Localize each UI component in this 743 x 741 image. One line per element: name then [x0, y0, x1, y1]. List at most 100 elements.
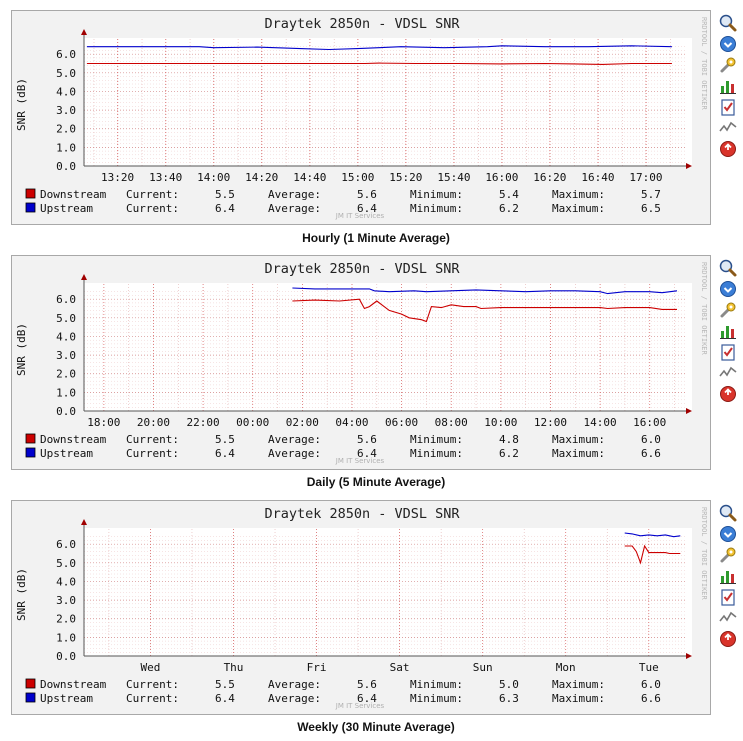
rrdtool-credit: RRDTOOL / TOBI OETIKER	[700, 262, 708, 356]
info-icon[interactable]	[718, 279, 738, 299]
legend-average-label: Average:	[268, 188, 321, 201]
series-line-upstream	[624, 532, 681, 538]
zoom-icon[interactable]	[718, 503, 738, 523]
legend-average-value: 6.4	[357, 447, 377, 460]
legend-minimum-label: Minimum:	[410, 433, 463, 446]
legend-current-value: 6.4	[215, 692, 235, 705]
legend-average-value: 5.6	[357, 188, 377, 201]
close-icon[interactable]	[718, 384, 738, 404]
legend-minimum-label: Minimum:	[410, 188, 463, 201]
legend-average-value: 5.6	[357, 678, 377, 691]
legend-current-value: 6.4	[215, 447, 235, 460]
y-tick-label: 2.0	[56, 613, 76, 626]
legend-maximum-value: 5.7	[641, 188, 661, 201]
y-tick-label: 1.0	[56, 386, 76, 399]
settings-icon[interactable]	[718, 545, 738, 565]
rrdtool-credit: RRDTOOL / TOBI OETIKER	[700, 507, 708, 601]
zoom-icon[interactable]	[718, 13, 738, 33]
y-axis-arrow	[81, 274, 87, 280]
legend-minimum-value: 6.3	[499, 692, 519, 705]
legend-average-value: 6.4	[357, 202, 377, 215]
watermark: JM IT Services	[335, 457, 385, 465]
line-graph-icon[interactable]	[718, 608, 738, 628]
legend-maximum-label: Maximum:	[552, 188, 605, 201]
legend-current-value: 6.4	[215, 202, 235, 215]
x-tick-label: Mon	[556, 661, 576, 674]
y-tick-label: 6.0	[56, 538, 76, 551]
legend-maximum-value: 6.6	[641, 447, 661, 460]
x-tick-label: 06:00	[385, 416, 418, 429]
info-icon[interactable]	[718, 34, 738, 54]
settings-icon[interactable]	[718, 300, 738, 320]
x-tick-label: 16:20	[533, 171, 566, 184]
graph-icon[interactable]	[718, 76, 738, 96]
legend-current-label: Current:	[126, 692, 179, 705]
vertical-grid	[93, 39, 671, 166]
snr-chart: Draytek 2850n - VDSL SNR SNR (dB) RRDTOOL …	[15, 506, 708, 710]
info-icon[interactable]	[718, 524, 738, 544]
x-tick-label: 15:40	[437, 171, 470, 184]
x-tick-label: 10:00	[484, 416, 517, 429]
x-tick-label: 13:40	[149, 171, 182, 184]
settings-icon[interactable]	[718, 55, 738, 75]
legend-minimum-value: 5.4	[499, 188, 519, 201]
close-icon[interactable]	[718, 139, 738, 159]
x-tick-label: 14:00	[197, 171, 230, 184]
legend-swatch	[25, 188, 36, 199]
series-line-downstream	[86, 62, 672, 65]
y-axis-label: SNR (dB)	[15, 323, 28, 376]
legend-current-label: Current:	[126, 433, 179, 446]
y-tick-label: 2.0	[56, 368, 76, 381]
x-tick-label: 20:00	[137, 416, 170, 429]
legend-name: Downstream	[40, 678, 107, 691]
legend-current-value: 5.5	[215, 433, 235, 446]
legend-swatch	[25, 433, 36, 444]
legend-current-value: 5.5	[215, 188, 235, 201]
graph-icon[interactable]	[718, 321, 738, 341]
x-tick-label: Wed	[141, 661, 161, 674]
legend-maximum-value: 6.6	[641, 692, 661, 705]
graph-caption-hourly: Hourly (1 Minute Average)	[302, 231, 450, 245]
legend-name: Downstream	[40, 433, 107, 446]
x-tick-label: 16:40	[581, 171, 614, 184]
legend-minimum-label: Minimum:	[410, 678, 463, 691]
y-tick-label: 6.0	[56, 48, 76, 61]
line-graph-icon[interactable]	[718, 118, 738, 138]
x-tick-label: 00:00	[236, 416, 269, 429]
y-tick-label: 0.0	[56, 650, 76, 663]
checklist-icon[interactable]	[718, 342, 738, 362]
y-tick-label: 4.0	[56, 85, 76, 98]
y-tick-label: 3.0	[56, 349, 76, 362]
x-tick-label: Tue	[639, 661, 659, 674]
legend-swatch	[25, 692, 36, 703]
line-graph-icon[interactable]	[718, 363, 738, 383]
checklist-icon[interactable]	[718, 97, 738, 117]
x-tick-label: 02:00	[286, 416, 319, 429]
y-tick-label: 0.0	[56, 405, 76, 418]
graph-caption-daily: Daily (5 Minute Average)	[306, 475, 446, 489]
graph-panel-hourly: Draytek 2850n - VDSL SNR SNR (dB) RRDTOOL …	[11, 10, 711, 225]
x-tick-label: Fri	[307, 661, 327, 674]
legend-current-label: Current:	[126, 447, 179, 460]
legend-current-label: Current:	[126, 188, 179, 201]
graph-icon[interactable]	[718, 566, 738, 586]
chart-title: Draytek 2850n - VDSL SNR	[264, 506, 460, 522]
legend-average-label: Average:	[268, 202, 321, 215]
zoom-icon[interactable]	[718, 258, 738, 278]
legend-swatch	[25, 447, 36, 458]
legend-average-label: Average:	[268, 447, 321, 460]
y-tick-label: 4.0	[56, 330, 76, 343]
legend-maximum-value: 6.0	[641, 678, 661, 691]
snr-chart: Draytek 2850n - VDSL SNR SNR (dB) RRDTOOL …	[15, 16, 708, 220]
legend-swatch	[25, 202, 36, 213]
legend-minimum-value: 6.2	[499, 202, 519, 215]
watermark: JM IT Services	[335, 212, 385, 220]
x-tick-label: 08:00	[435, 416, 468, 429]
checklist-icon[interactable]	[718, 587, 738, 607]
close-icon[interactable]	[718, 629, 738, 649]
x-tick-label: 04:00	[335, 416, 368, 429]
y-tick-label: 1.0	[56, 141, 76, 154]
y-tick-label: 6.0	[56, 293, 76, 306]
legend-minimum-value: 6.2	[499, 447, 519, 460]
legend-average-value: 6.4	[357, 692, 377, 705]
